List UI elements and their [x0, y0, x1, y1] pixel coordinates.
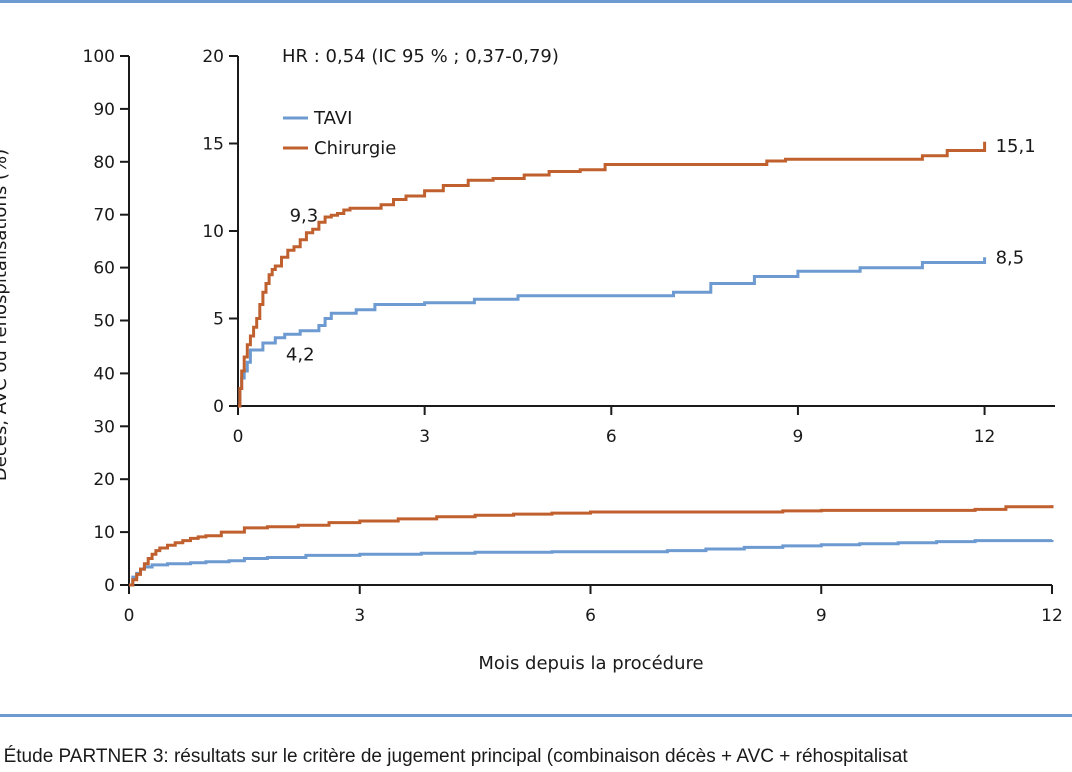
- data-label: 15,1: [996, 136, 1036, 157]
- y-tick-label: 20: [202, 47, 224, 67]
- x-tick-label: 6: [606, 427, 617, 447]
- data-label: 8,5: [996, 247, 1025, 268]
- x-axis-label: Mois depuis la procédure: [478, 653, 703, 674]
- series-line-chirurgie: [238, 141, 987, 408]
- y-tick-label: 80: [93, 153, 115, 173]
- figure-caption: : Étude PARTNER 3: résultats sur le crit…: [0, 746, 908, 768]
- legend-label-tavi: TAVI: [313, 108, 352, 129]
- top-rule: [0, 0, 1072, 3]
- y-tick-label: 60: [93, 259, 115, 279]
- x-tick-label: 0: [233, 427, 244, 447]
- y-tick-label: 5: [213, 310, 224, 330]
- inset-chart: 0 5 10 15 20 0 3 6 9 12 TAVI Chirurgie 9,3 4,2 15,1 8,5: [202, 47, 1055, 447]
- y-tick-label: 20: [93, 470, 115, 490]
- legend-label-chirurgie: Chirurgie: [314, 138, 396, 159]
- x-tick-label: 6: [585, 606, 596, 626]
- x-tick-label: 12: [974, 427, 996, 447]
- x-tick-label: 3: [419, 427, 430, 447]
- y-tick-label: 50: [93, 312, 115, 332]
- bottom-rule: [0, 714, 1072, 717]
- series-line-chirurgie: [129, 505, 1054, 587]
- y-tick-label: 10: [93, 523, 115, 543]
- data-label: 9,3: [290, 205, 319, 226]
- y-tick-label: 90: [93, 100, 115, 120]
- x-tick-label: 9: [816, 606, 827, 626]
- hazard-ratio-annotation: HR : 0,54 (IC 95 % ; 0,37-0,79): [282, 46, 559, 67]
- y-tick-label: 70: [93, 206, 115, 226]
- data-label: 4,2: [286, 345, 315, 366]
- y-tick-label: 15: [202, 135, 224, 155]
- y-tick-label: 10: [202, 222, 224, 242]
- y-tick-label: 0: [104, 576, 115, 596]
- y-tick-label: 100: [83, 47, 115, 67]
- x-tick-label: 9: [793, 427, 804, 447]
- series-line-tavi: [238, 257, 987, 408]
- y-tick-label: 40: [93, 364, 115, 384]
- y-axis-label: Décès, AVC ou réhospitalisations (%): [0, 149, 11, 481]
- y-tick-label: 30: [93, 417, 115, 437]
- caption-text: Étude PARTNER 3: résultats sur le critèr…: [0, 746, 908, 767]
- x-tick-label: 12: [1041, 606, 1063, 626]
- x-tick-label: 0: [124, 606, 135, 626]
- x-tick-label: 3: [354, 606, 365, 626]
- series-line-tavi: [129, 539, 1054, 587]
- y-tick-label: 0: [213, 397, 224, 417]
